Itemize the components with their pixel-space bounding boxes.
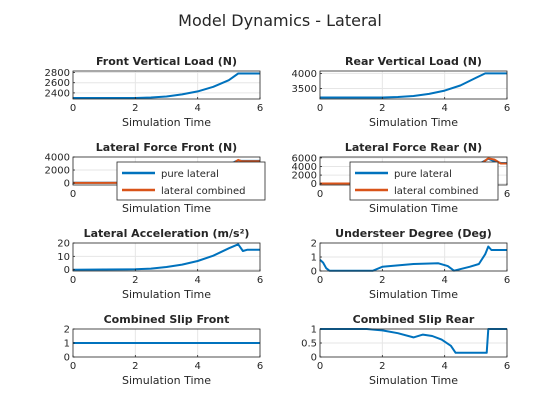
x-tick-label: 0 xyxy=(317,361,323,372)
x-axis-label: Simulation Time xyxy=(369,374,458,387)
subplot-title: Lateral Acceleration (m/s²) xyxy=(84,227,250,240)
x-tick-label: 6 xyxy=(504,275,510,286)
legend-entry: lateral combined xyxy=(161,186,246,197)
axes-box xyxy=(319,70,508,100)
x-axis-label: Simulation Time xyxy=(369,116,458,129)
x-axis-label: Simulation Time xyxy=(369,288,458,301)
x-tick-label: 2 xyxy=(379,361,385,372)
x-tick-label: 0 xyxy=(70,189,76,200)
x-tick-label: 6 xyxy=(257,361,263,372)
x-tick-label: 0 xyxy=(317,275,323,286)
x-tick-label: 2 xyxy=(379,103,385,114)
series-line-1 xyxy=(320,328,507,354)
legend-entry: pure lateral xyxy=(394,169,452,180)
x-tick-label: 6 xyxy=(504,361,510,372)
y-tick-label: 3500 xyxy=(292,84,317,95)
series-line-1 xyxy=(320,72,507,99)
y-tick-label: 2800 xyxy=(45,68,70,79)
y-tick-label: 0.5 xyxy=(301,339,317,350)
x-tick-label: 2 xyxy=(132,275,138,286)
y-tick-label: 2 xyxy=(64,325,70,336)
y-tick-label: 10 xyxy=(57,252,70,263)
y-tick-label: 0 xyxy=(311,179,317,190)
y-tick-label: 0 xyxy=(311,353,317,364)
x-axis-label: Simulation Time xyxy=(122,288,211,301)
subplot-4: 02460200040006000Lateral Force Rear (N)S… xyxy=(292,141,511,215)
y-tick-label: 4000 xyxy=(292,162,317,173)
x-tick-label: 2 xyxy=(379,275,385,286)
x-tick-label: 4 xyxy=(194,103,200,114)
y-tick-label: 2600 xyxy=(45,78,70,89)
y-tick-label: 0 xyxy=(64,353,70,364)
legend: pure lateral lateral combined xyxy=(116,161,266,201)
subplot-5: 0 2 4 6 0 10 20 Lateral Acceleration (m/s²) Simu… xyxy=(57,227,263,301)
y-tick-label: 2400 xyxy=(45,88,70,99)
x-tick-label: 6 xyxy=(504,103,510,114)
subplot-2: 0 2 4 6 3500 4000 Rear Vertical Load (N) Simula… xyxy=(292,55,511,129)
subplot-3: 0246020004000Lateral Force Front (N)Simu… xyxy=(45,141,266,215)
subplot-title: Front Vertical Load (N) xyxy=(96,55,237,68)
x-tick-label: 4 xyxy=(441,361,447,372)
x-tick-label: 6 xyxy=(257,103,263,114)
x-tick-label: 4 xyxy=(441,103,447,114)
x-axis-label: Simulation Time xyxy=(122,116,211,129)
subplot-title: Lateral Force Front (N) xyxy=(96,141,237,154)
axes-box xyxy=(72,242,261,272)
y-tick-label: 2 xyxy=(311,239,317,250)
x-tick-label: 0 xyxy=(70,103,76,114)
x-axis-label: Simulation Time xyxy=(369,202,458,215)
x-tick-label: 0 xyxy=(317,103,323,114)
y-tick-label: 20 xyxy=(57,239,70,250)
legend-box xyxy=(116,161,266,201)
plot-area xyxy=(73,71,260,99)
x-tick-label: 6 xyxy=(257,275,263,286)
series-line-1 xyxy=(73,72,260,99)
y-tick-label: 4000 xyxy=(292,69,317,80)
y-tick-label: 0 xyxy=(311,267,317,278)
x-tick-label: 0 xyxy=(70,361,76,372)
series-line-1 xyxy=(319,245,507,272)
subplot-title: Lateral Force Rear (N) xyxy=(345,141,482,154)
y-tick-label: 1 xyxy=(311,325,317,336)
legend-entry: lateral combined xyxy=(394,186,479,197)
x-axis-label: Simulation Time xyxy=(122,202,211,215)
y-tick-label: 1 xyxy=(64,339,70,350)
subplot-title: Understeer Degree (Deg) xyxy=(335,227,492,240)
legend-box xyxy=(349,161,499,201)
x-tick-label: 2 xyxy=(132,103,138,114)
plot-area xyxy=(320,71,507,99)
x-tick-label: 2 xyxy=(132,361,138,372)
x-axis-label: Simulation Time xyxy=(122,374,211,387)
y-tick-label: 1 xyxy=(311,253,317,264)
x-tick-label: 4 xyxy=(194,275,200,286)
y-tick-label: 6000 xyxy=(292,153,317,164)
y-tick-label: 0 xyxy=(64,179,70,190)
x-tick-label: 0 xyxy=(70,275,76,286)
x-tick-label: 4 xyxy=(441,275,447,286)
subplot-title: Rear Vertical Load (N) xyxy=(345,55,482,68)
subplot-title: Combined Slip Front xyxy=(104,313,230,326)
y-tick-label: 4000 xyxy=(45,153,70,164)
x-tick-label: 4 xyxy=(194,361,200,372)
x-tick-label: 6 xyxy=(504,189,510,200)
legend: pure lateral lateral combined xyxy=(349,161,499,201)
y-tick-label: 0 xyxy=(64,265,70,276)
subplot-title: Combined Slip Rear xyxy=(353,313,475,326)
figure-title: Model Dynamics - Lateral xyxy=(178,11,382,30)
y-tick-label: 2000 xyxy=(292,171,317,182)
axes-box xyxy=(72,70,261,100)
x-tick-label: 0 xyxy=(317,189,323,200)
legend-entry: pure lateral xyxy=(161,169,219,180)
y-tick-label: 2000 xyxy=(45,166,70,177)
